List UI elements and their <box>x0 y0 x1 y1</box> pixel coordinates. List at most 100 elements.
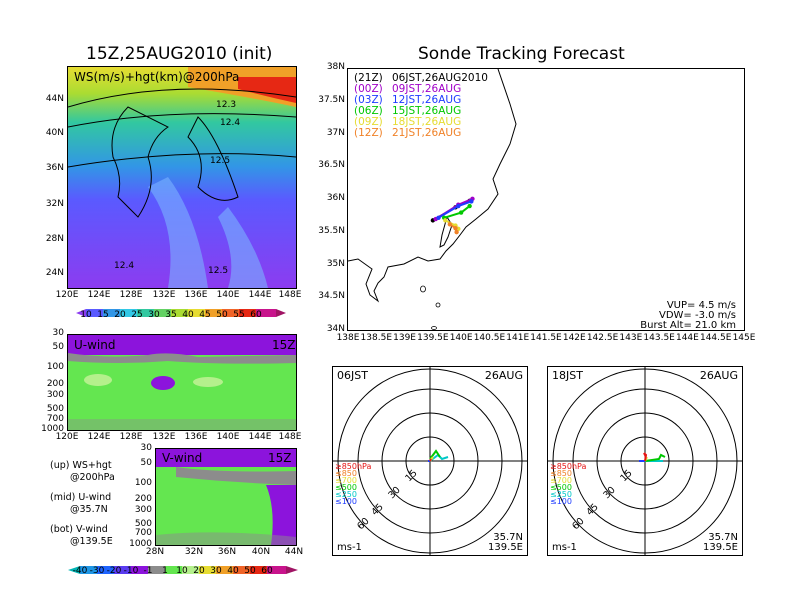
wind-speed-colorbar-svg <box>76 309 286 317</box>
x-tick-label: 141.5E <box>530 333 562 343</box>
y-tick-label: 100 <box>46 362 64 372</box>
note-mid-head: (mid) U-wind <box>50 492 112 503</box>
vdw-text: VDW= -3.0 m/s <box>659 310 736 321</box>
polar-lon: 139.5E <box>703 542 738 553</box>
colorbar-label: 20 <box>193 566 205 576</box>
legend-jst: 09JST,26AUG <box>392 83 461 95</box>
colorbar-label: 1 <box>162 566 168 576</box>
panel-notes: (up) WS+hgt @200hPa (mid) U-wind @35.7N … <box>50 460 115 548</box>
note-up-sub: @200hPa <box>70 472 115 483</box>
polar-date: 26AUG <box>700 369 738 382</box>
y-tick-label: 34.5N <box>318 291 345 302</box>
v-wind-panel: V-wind 15Z <box>155 448 297 546</box>
wind-speed-map-svg: 12.3 12.4 12.5 12.4 12.5 WS(m/s)+hgt(km)… <box>68 67 296 288</box>
x-tick-label: 142.5E <box>586 333 619 343</box>
x-tick-label: 139.5E <box>417 333 449 343</box>
track-point <box>443 218 448 223</box>
x-tick-label: 141E <box>506 333 530 343</box>
v-wind-colorbar-svg <box>68 566 298 574</box>
x-tick-label: 148E <box>278 432 302 442</box>
x-tick-label: 143E <box>619 333 643 343</box>
level-legend: ≤850 <box>335 469 357 478</box>
colorbar-label: -40 <box>72 566 88 576</box>
u-wind-panel: U-wind 15Z <box>67 334 297 431</box>
y-tick-label: 32N <box>45 199 64 209</box>
legend-jst: 21JST,26AUG <box>392 127 461 139</box>
colorbar-label: 55 <box>233 310 245 320</box>
legend-jst: 15JST,26AUG <box>392 105 461 117</box>
track-point <box>458 210 464 215</box>
legend-utc: (06Z) <box>354 105 383 117</box>
y-tick-label: 30 <box>140 443 152 453</box>
level-legend: ≥850hPa <box>550 462 587 471</box>
sonde-track-chart: (21Z) 06JST,26AUG2010 (00Z) 09JST,26AUG (03Z… <box>347 68 745 331</box>
colorbar-label: -30 <box>89 566 105 576</box>
x-tick-label: 143.5E <box>643 333 675 343</box>
contour-label: 12.4 <box>220 118 240 128</box>
map-label: WS(m/s)+hgt(km)@200hPa <box>74 70 239 84</box>
y-tick-label: 44N <box>45 94 64 104</box>
u-wind-panel-svg: U-wind 15Z <box>68 335 296 430</box>
y-tick-label: 38N <box>326 62 345 72</box>
polar-time: 06JST <box>337 369 368 382</box>
x-tick-label: 124E <box>87 290 111 300</box>
legend-utc: (00Z) <box>354 83 383 95</box>
y-tick-label: 300 <box>46 390 64 400</box>
x-tick-label: 44N <box>284 547 304 557</box>
polar-time: 18JST <box>552 369 583 382</box>
y-tick-label: 300 <box>134 505 152 515</box>
track-point <box>453 226 458 231</box>
hodograph-line <box>643 452 648 462</box>
y-tick-label: 700 <box>134 528 152 538</box>
note-bot-sub: @139.5E <box>70 536 113 547</box>
x-tick-label: 140E <box>216 432 240 442</box>
contour-label: 12.5 <box>210 156 230 166</box>
y-tick-label: 50 <box>140 458 152 468</box>
polar-lon: 139.5E <box>488 542 523 553</box>
x-tick-label: 128E <box>119 290 143 300</box>
x-tick-label: 139E <box>393 333 416 343</box>
hodograph-line <box>429 449 441 460</box>
track-point <box>436 215 441 220</box>
colorbar-label: -10 <box>123 566 139 576</box>
level-legend: ≤700 <box>335 476 357 485</box>
x-tick-label: 144E <box>248 290 272 300</box>
hodograph-line <box>429 458 432 462</box>
polar-hodograph-right: 15 30 45 60 18JST 26AUG ≥850hPa ≤850 ≤700 ≤500 ≤25… <box>547 366 743 556</box>
y-tick-label: 1000 <box>41 424 64 434</box>
x-tick-label: 32N <box>184 547 204 557</box>
legend-utc: (03Z) <box>354 94 383 106</box>
y-tick-label: 200 <box>46 379 64 389</box>
y-tick-label: 28N <box>45 234 64 244</box>
level-legend: ≤100 <box>550 497 572 506</box>
colorbar-label: 50 <box>244 566 256 576</box>
y-tick-label: 1000 <box>129 539 152 549</box>
colorbar-label: 30 <box>210 566 222 576</box>
hodograph-line <box>644 453 666 462</box>
colorbar-label: 10 <box>80 310 92 320</box>
x-tick-label: 144E <box>248 432 272 442</box>
y-tick-label: 36N <box>45 163 64 173</box>
x-tick-label: 140.5E <box>473 333 506 343</box>
y-tick-label: 36.5N <box>318 160 345 171</box>
x-tick-label: 40N <box>251 547 271 557</box>
track-point <box>447 222 453 227</box>
left-title: 15Z,25AUG2010 (init) <box>86 44 273 64</box>
colorbar-label: 40 <box>227 566 239 576</box>
level-legend: ≤850 <box>550 469 572 478</box>
v-wind-panel-svg: V-wind 15Z <box>156 449 296 545</box>
sonde-track-legend: (21Z) 06JST,26AUG2010 (00Z) 09JST,26AUG (03Z… <box>354 72 488 139</box>
y-tick-label: 36N <box>326 193 345 203</box>
x-tick-label: 142E <box>562 333 586 343</box>
colorbar-label: -1 <box>143 566 153 576</box>
level-legend: ≤700 <box>550 476 572 485</box>
contour-label: 12.3 <box>216 100 236 110</box>
note-up-head: (up) WS+hgt <box>50 460 112 471</box>
sonde-track-svg: (21Z) 06JST,26AUG2010 (00Z) 09JST,26AUG (03Z… <box>348 69 736 330</box>
contour-label: 12.5 <box>208 266 228 276</box>
colorbar-label: 60 <box>250 310 262 320</box>
track-point <box>467 203 472 209</box>
colorbar-label: 25 <box>131 310 143 320</box>
x-tick-label: 138E <box>336 333 360 343</box>
x-tick-label: 120E <box>55 432 79 442</box>
